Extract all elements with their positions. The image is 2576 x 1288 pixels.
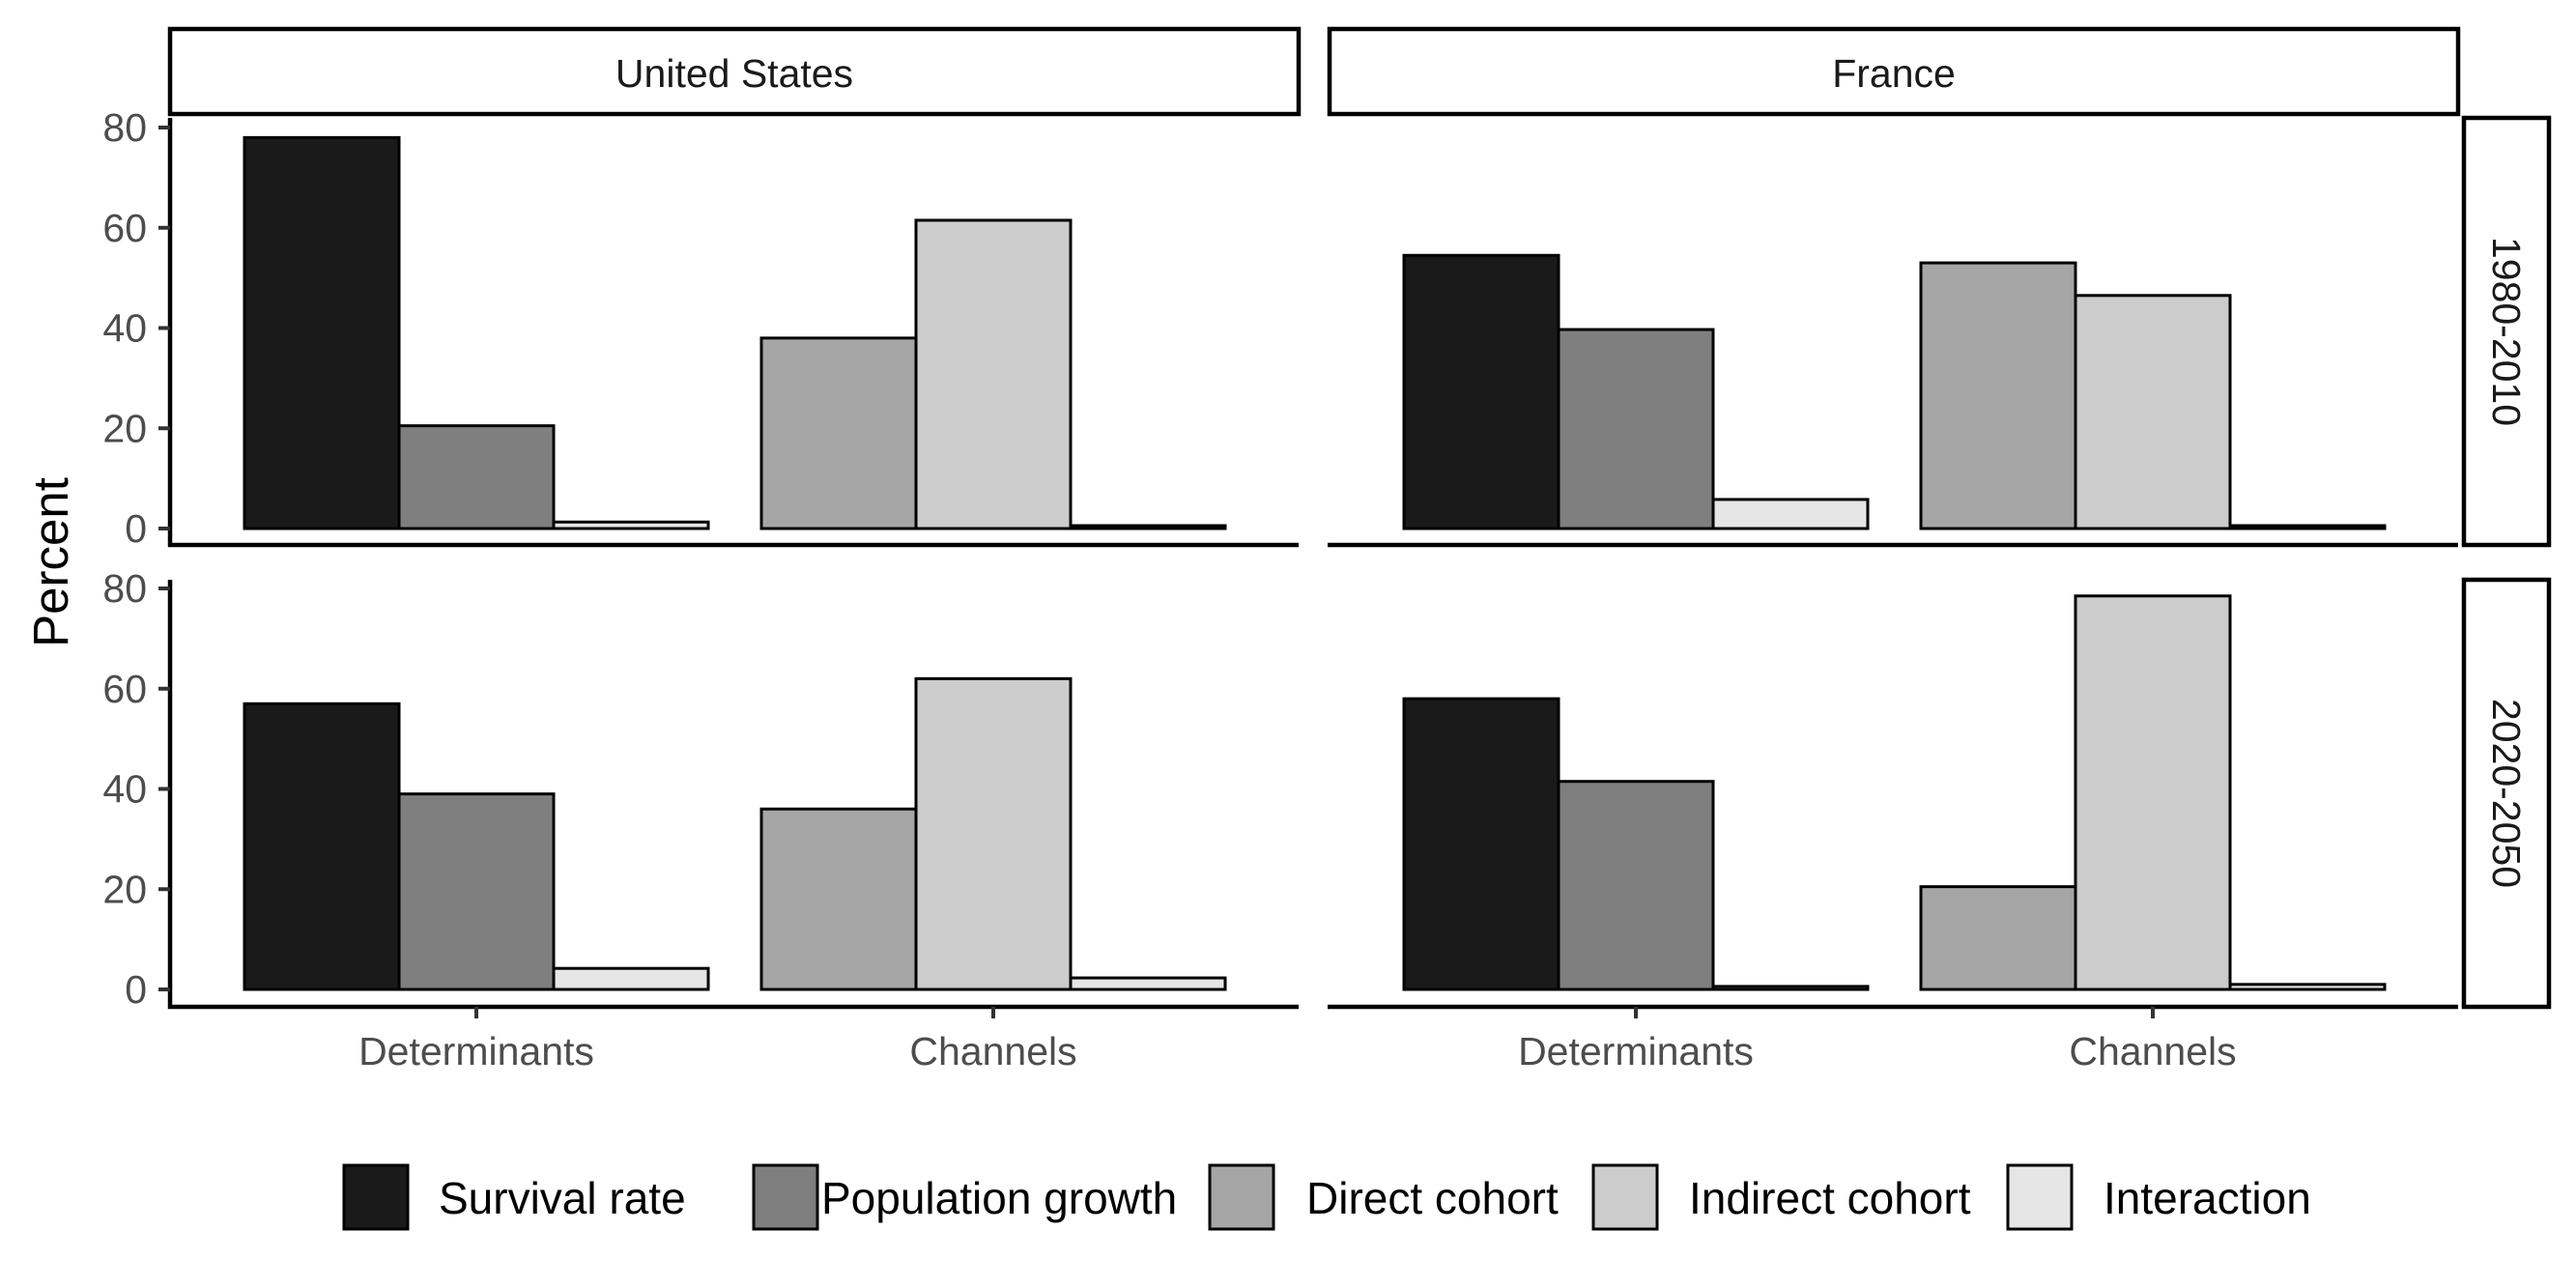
strip-united-states [167, 26, 1302, 117]
bar-channels-interaction [2228, 524, 2387, 530]
bar-channels-interaction [1069, 524, 1227, 530]
x-tick-label-determinants: Determinants [1518, 1029, 1754, 1073]
strip-2020-2050 [2461, 577, 2552, 1010]
x-tick-label-channels: Channels [909, 1029, 1076, 1073]
panel-france-2020-2050: Determinants Channels [1328, 594, 2458, 1073]
y-tick-label: 60 [102, 206, 147, 250]
bar-channels-indirect-cohort [914, 676, 1073, 991]
x-tick-label-determinants: Determinants [358, 1029, 594, 1073]
bar-determinants-survival-rate [243, 135, 401, 530]
legend-key-survival-rate [342, 1163, 410, 1231]
facet-strips: United States France 1980-2010 2020-2050 [167, 26, 2552, 1010]
panel-united-states-1980-2010: 0 20 40 60 80 [102, 105, 1299, 551]
legend-item-interaction: Interaction [2006, 1163, 2311, 1231]
legend-key-population-growth [752, 1163, 819, 1231]
y-tick-label: 40 [102, 306, 147, 351]
panel-france-1980-2010 [1328, 253, 2458, 548]
y-axis-title: Percent [23, 477, 78, 647]
legend-item-direct-cohort: Direct cohort [1208, 1163, 1559, 1231]
y-tick-label: 20 [102, 867, 147, 911]
x-tick-label-channels: Channels [2069, 1029, 2236, 1073]
bar-determinants-survival-rate [1402, 697, 1560, 991]
y-tick-label: 0 [125, 967, 147, 1012]
legend-key-indirect-cohort [1591, 1163, 1659, 1231]
bar-determinants-population-growth [397, 792, 556, 991]
y-tick-label: 40 [102, 767, 147, 812]
legend-key-direct-cohort [1208, 1163, 1275, 1231]
legend-label-survival-rate: Survival rate [439, 1173, 686, 1223]
strip-france [1327, 26, 2461, 117]
y-tick-label: 20 [102, 406, 147, 450]
bar-determinants-population-growth [1557, 780, 1715, 991]
bar-channels-direct-cohort [759, 336, 918, 530]
strip-1980-2010 [2461, 115, 2552, 548]
legend-label-population-growth: Population growth [821, 1173, 1177, 1223]
y-tick-label: 80 [102, 105, 147, 150]
bar-determinants-population-growth [1557, 328, 1715, 530]
bar-channels-direct-cohort [1919, 261, 2077, 530]
strip-label-2020-2050: 2020-2050 [2484, 699, 2529, 888]
y-tick-label: 80 [102, 566, 147, 611]
bar-channels-indirect-cohort [2074, 594, 2232, 991]
bar-determinants-interaction [552, 520, 710, 530]
panel-united-states-2020-2050: 0 20 40 60 80 Determinants Channels [102, 566, 1299, 1073]
bar-channels-direct-cohort [1919, 885, 2077, 991]
legend-label-direct-cohort: Direct cohort [1306, 1173, 1559, 1223]
bar-channels-direct-cohort [759, 807, 918, 991]
strip-label-1980-2010: 1980-2010 [2484, 237, 2529, 426]
bar-determinants-interaction [1711, 498, 1870, 530]
bar-determinants-survival-rate [1402, 253, 1560, 530]
y-tick-label: 60 [102, 667, 147, 711]
bar-determinants-survival-rate [243, 701, 401, 991]
bar-channels-interaction [2228, 983, 2387, 991]
y-tick-label: 0 [125, 506, 147, 551]
legend-key-interaction [2006, 1163, 2074, 1231]
legend-item-indirect-cohort: Indirect cohort [1591, 1163, 1971, 1231]
bar-determinants-population-growth [397, 424, 556, 530]
legend: Survival rate Population growth Direct coh… [342, 1163, 2311, 1231]
bar-channels-interaction [1069, 976, 1227, 991]
bar-channels-indirect-cohort [914, 218, 1073, 530]
strip-label-united-states: United States [615, 51, 853, 96]
bar-determinants-interaction [1711, 985, 1870, 991]
strip-label-france: France [1832, 51, 1956, 96]
bar-determinants-interaction [552, 966, 710, 991]
legend-label-indirect-cohort: Indirect cohort [1689, 1173, 1971, 1223]
legend-label-interaction: Interaction [2104, 1173, 2311, 1223]
bar-channels-indirect-cohort [2074, 294, 2232, 530]
legend-item-survival-rate: Survival rate [342, 1163, 686, 1231]
legend-item-population-growth: Population growth [752, 1163, 1177, 1231]
